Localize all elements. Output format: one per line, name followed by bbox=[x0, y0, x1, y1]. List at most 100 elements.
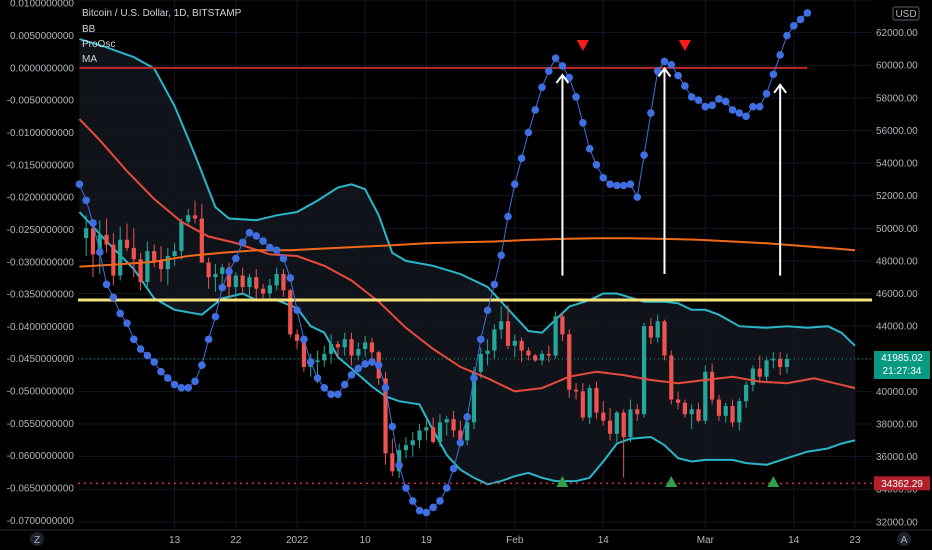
candle-body bbox=[512, 340, 517, 346]
candle bbox=[580, 383, 585, 421]
candle-body bbox=[499, 321, 504, 330]
candle bbox=[533, 353, 538, 363]
price-tick-label: 58000.00 bbox=[876, 93, 918, 104]
candle bbox=[220, 264, 225, 286]
candle-body bbox=[492, 329, 497, 351]
candle bbox=[478, 347, 483, 379]
oscillator-point bbox=[497, 251, 505, 260]
candle-body bbox=[560, 316, 565, 335]
oscillator-point bbox=[116, 309, 124, 318]
oscillator-point bbox=[354, 364, 363, 373]
candle bbox=[614, 410, 619, 442]
oscillator-point bbox=[368, 358, 376, 366]
candle-body bbox=[641, 326, 647, 415]
candle bbox=[145, 241, 150, 289]
buy-signal-marker bbox=[767, 476, 780, 487]
candle bbox=[165, 247, 170, 286]
oscillator-point bbox=[374, 361, 383, 369]
bb-fill bbox=[79, 39, 855, 485]
candle-body bbox=[247, 277, 252, 288]
candle bbox=[621, 409, 626, 478]
oscillator-point bbox=[613, 181, 621, 190]
candle bbox=[546, 345, 551, 363]
time-tick-label: 13 bbox=[169, 535, 181, 546]
oscillator-point bbox=[476, 335, 485, 344]
candle bbox=[111, 233, 116, 286]
oscillator-tick-label: 0.0050000000 bbox=[10, 31, 74, 42]
oscillator-point bbox=[585, 144, 594, 153]
candle-body bbox=[84, 228, 89, 239]
candle-body bbox=[519, 340, 524, 351]
oscillator-tick-label: -0.0500000000 bbox=[7, 387, 75, 398]
price-tick-label: 52000.00 bbox=[876, 191, 918, 202]
oscillator-tick-label: -0.0100000000 bbox=[7, 128, 75, 139]
oscillator-point bbox=[211, 312, 220, 321]
oscillator-point bbox=[789, 22, 798, 30]
candle bbox=[192, 200, 198, 224]
oscillator-point bbox=[204, 335, 213, 344]
candle bbox=[675, 391, 681, 410]
oscillator-point bbox=[442, 484, 451, 492]
auto-scale-button[interactable] bbox=[897, 532, 911, 546]
oscillator-point bbox=[694, 96, 703, 104]
oscillator-point bbox=[640, 151, 648, 159]
indicator-ma[interactable]: MA bbox=[82, 54, 97, 65]
candle bbox=[458, 420, 463, 442]
chart-title[interactable]: Bitcoin / U.S. Dollar, 1D, BITSTAMP bbox=[82, 8, 242, 19]
candle-body bbox=[580, 391, 585, 418]
oscillator-point bbox=[198, 361, 206, 369]
oscillator-point bbox=[511, 180, 519, 189]
oscillator-point bbox=[429, 503, 437, 512]
candle-body bbox=[587, 388, 592, 418]
oscillator-point bbox=[667, 60, 676, 69]
candle-body bbox=[771, 358, 776, 361]
oscillator-point bbox=[626, 180, 635, 189]
candle-body bbox=[410, 440, 415, 446]
candle-body bbox=[628, 409, 633, 438]
candle-body bbox=[458, 430, 463, 441]
candle-body bbox=[444, 419, 449, 423]
level-price-tag: 34362.29 bbox=[874, 476, 930, 491]
candle-body bbox=[288, 290, 293, 335]
candle bbox=[247, 273, 252, 296]
candle bbox=[485, 339, 490, 366]
candle bbox=[492, 324, 497, 359]
oscillator-point bbox=[82, 196, 90, 205]
time-tick-label: 22 bbox=[230, 535, 242, 546]
candle bbox=[628, 399, 633, 442]
oscillator-point bbox=[177, 384, 186, 392]
price-tick-label: 46000.00 bbox=[876, 289, 918, 300]
candle bbox=[288, 288, 293, 338]
candle bbox=[410, 432, 415, 457]
candle-body bbox=[403, 445, 409, 451]
candle bbox=[240, 267, 245, 294]
oscillator-tick-label: 0.0100000000 bbox=[10, 0, 74, 10]
candle-body bbox=[90, 228, 96, 255]
currency-tag[interactable] bbox=[892, 6, 920, 21]
candle bbox=[648, 318, 653, 345]
oscillator-point bbox=[252, 232, 261, 240]
indicator-proosc[interactable]: ProOsc bbox=[82, 39, 115, 50]
candle-body bbox=[764, 360, 769, 377]
indicator-bb[interactable]: BB bbox=[82, 24, 96, 35]
candle-body bbox=[675, 399, 681, 403]
candle-body bbox=[662, 321, 667, 356]
signal-markers bbox=[555, 40, 787, 487]
candle bbox=[723, 402, 728, 423]
oscillator-point bbox=[347, 371, 356, 379]
bb-basis-line bbox=[78, 118, 856, 393]
candle bbox=[131, 228, 136, 278]
oscillator-point bbox=[755, 102, 764, 111]
price-tick-label: 54000.00 bbox=[876, 159, 918, 170]
oscillator-point bbox=[225, 267, 233, 276]
oscillator-point bbox=[762, 89, 771, 98]
oscillator-point bbox=[681, 82, 689, 90]
candle-body bbox=[138, 259, 143, 283]
moving-average-line bbox=[79, 237, 856, 268]
candle bbox=[437, 414, 443, 447]
candle bbox=[342, 332, 347, 356]
z-button[interactable] bbox=[30, 532, 44, 546]
up-arrow-head bbox=[657, 66, 672, 78]
candle-body bbox=[281, 273, 286, 291]
